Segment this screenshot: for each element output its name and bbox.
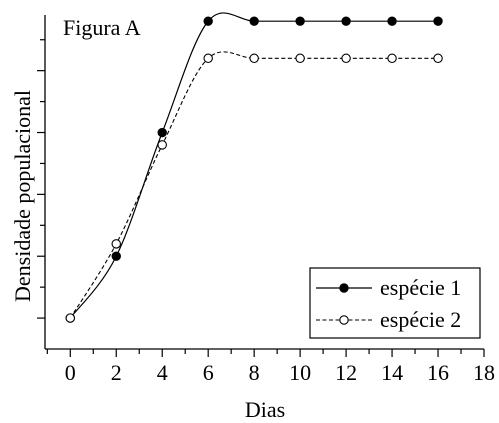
legend-label-1: espécie 1: [380, 275, 461, 300]
series-2-point: [203, 53, 213, 64]
x-tick-label: 12: [335, 360, 357, 385]
legend-label-2: espécie 2: [380, 307, 461, 332]
y-axis-title: Densidade populacional: [10, 90, 35, 302]
series-1-point: [433, 16, 443, 26]
series-2-point: [387, 53, 397, 64]
series-1-point: [341, 16, 351, 26]
series-curves: [69, 12, 439, 319]
series-1-point: [157, 127, 167, 138]
series-2-point: [157, 140, 167, 150]
data-points: [65, 16, 443, 323]
series-line-2: [69, 51, 439, 319]
chart-title: Figura A: [63, 15, 141, 40]
series-1-point: [111, 251, 121, 261]
series-2-point: [433, 53, 443, 64]
x-axis-title: Dias: [245, 397, 285, 422]
x-tick-label: 6: [203, 360, 214, 385]
series-2-point: [249, 53, 259, 64]
legend-marker-2: [339, 315, 349, 325]
series-1-point: [249, 16, 259, 26]
series-1-point: [295, 16, 305, 26]
series-1-point: [387, 16, 397, 26]
legend: espécie 1 espécie 2: [309, 267, 481, 339]
x-tick-label: 8: [249, 360, 260, 385]
x-tick-label: 10: [289, 360, 311, 385]
series-2-point: [295, 53, 305, 64]
series-2-point: [65, 313, 76, 323]
legend-marker-1: [339, 283, 349, 293]
x-tick-label: 14: [381, 360, 403, 385]
series-2-point: [111, 239, 122, 249]
x-tick-label: 16: [427, 360, 449, 385]
x-tick-label: 4: [157, 360, 168, 385]
series-2-point: [341, 53, 351, 64]
series-1-point: [203, 16, 213, 26]
series-line-1: [69, 12, 439, 319]
x-tick-label: 0: [65, 360, 76, 385]
x-tick-label: 18: [473, 360, 495, 385]
x-tick-label: 2: [111, 360, 122, 385]
axes: 0 2 4 6 8 10 12 14 16 18: [37, 15, 495, 385]
legend-box: [309, 267, 481, 339]
